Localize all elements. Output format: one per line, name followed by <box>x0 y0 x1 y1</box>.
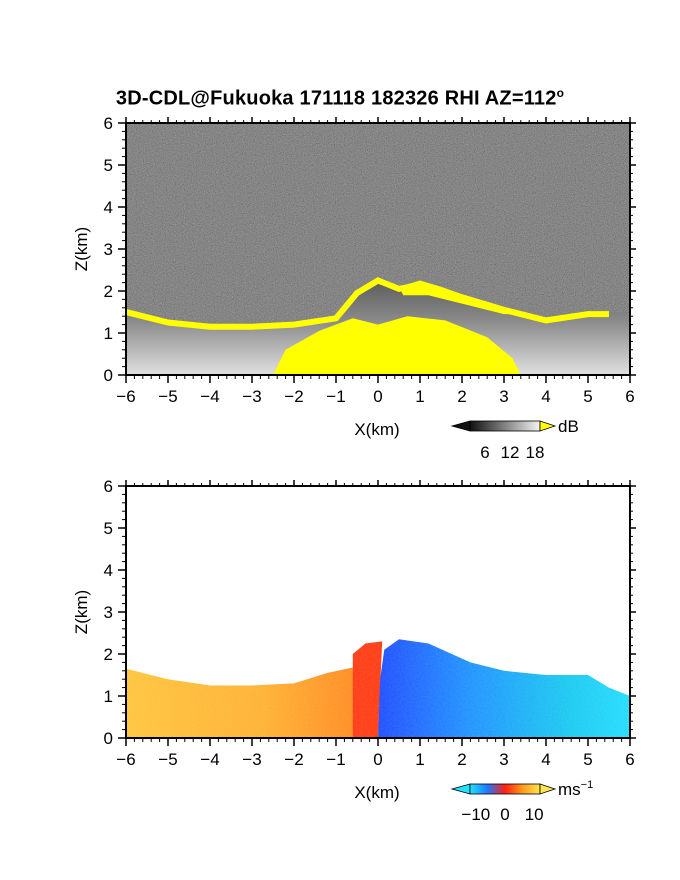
y-tick-label: 2 <box>104 282 113 301</box>
x-tick-label: −3 <box>242 750 261 769</box>
x-tick-label: 0 <box>373 750 382 769</box>
x-tick-label: 6 <box>625 387 634 406</box>
y-tick-label: 0 <box>104 366 113 385</box>
echo-saturated-core <box>273 316 521 375</box>
x-tick-label: −6 <box>116 387 135 406</box>
x-tick-label: 1 <box>415 750 424 769</box>
y-tick-label: 1 <box>104 324 113 343</box>
x-tick-label: 4 <box>541 750 550 769</box>
colorbar-tick-label: 10 <box>525 805 544 824</box>
x-axis-label: X(km) <box>354 420 399 439</box>
title-degree: o <box>556 86 565 100</box>
snr-colorbar: 6 12 18 dB <box>450 417 579 462</box>
y-tick-label: 4 <box>104 561 113 580</box>
x-tick-label: 3 <box>499 387 508 406</box>
colorbar-tick-label: 6 <box>480 443 489 462</box>
y-tick-label: 0 <box>104 729 113 748</box>
colorbar-tick-label: 12 <box>501 443 520 462</box>
x-tick-label: −1 <box>326 750 345 769</box>
colorbar-over-arrow <box>539 783 557 795</box>
velocity-speckle <box>126 486 630 738</box>
x-tick-label: 4 <box>541 387 550 406</box>
x-tick-label: 2 <box>457 750 466 769</box>
colorbar-tick-label: 18 <box>526 443 545 462</box>
colorbar-over-arrow <box>539 420 557 432</box>
x-tick-label: −6 <box>116 750 135 769</box>
echo-saturated-plume <box>399 280 530 315</box>
x-tick-label: 0 <box>373 387 382 406</box>
x-tick-label: −1 <box>326 387 345 406</box>
y-tick-label: 5 <box>104 156 113 175</box>
x-tick-label: −3 <box>242 387 261 406</box>
y-axis-label: Z(km) <box>72 590 91 634</box>
title-text: 3D-CDL@Fukuoka 171118 182326 RHI AZ=112 <box>115 87 557 110</box>
figure-title: 3D-CDL@Fukuoka 171118 182326 RHI AZ=112o <box>0 86 680 111</box>
y-tick-label: 4 <box>104 198 113 217</box>
x-tick-label: 5 <box>583 750 592 769</box>
echo-top-saturated-edge <box>126 277 609 330</box>
y-tick-label: 6 <box>104 477 113 496</box>
x-tick-label: 5 <box>583 387 592 406</box>
colorbar-unit-base: ms <box>558 780 581 799</box>
y-tick-label: 3 <box>104 240 113 259</box>
colorbar-unit: ms−1 <box>558 779 593 799</box>
snr-panel: −6 −5 −4 −3 −2 −1 0 1 2 3 4 5 6 0 1 2 3 4 5 6 X(km) Z(km) <box>72 114 636 439</box>
y-tick-label: 5 <box>104 519 113 538</box>
colorbar-under-arrow <box>450 420 471 432</box>
colorbar-tick-label: −10 <box>461 805 490 824</box>
x-tick-label: −4 <box>200 750 219 769</box>
y-tick-label: 3 <box>104 603 113 622</box>
x-tick-label: −5 <box>158 387 177 406</box>
x-tick-label: −5 <box>158 750 177 769</box>
x-tick-label: 2 <box>457 387 466 406</box>
colorbar-unit-sup: −1 <box>581 779 594 791</box>
y-tick-label: 6 <box>104 114 113 133</box>
colorbar-velocity-bar <box>469 783 541 795</box>
x-tick-label: 6 <box>625 750 634 769</box>
y-tick-label: 1 <box>104 687 113 706</box>
colorbar-under-arrow <box>450 783 471 795</box>
x-tick-label: 3 <box>499 750 508 769</box>
velocity-colorbar: −10 0 10 ms−1 <box>450 779 593 824</box>
velocity-panel: −6 −5 −4 −3 −2 −1 0 1 2 3 4 5 6 0 1 2 3 4 5 6 X(km) Z(km) <box>72 477 636 802</box>
x-tick-label: −4 <box>200 387 219 406</box>
x-tick-label: −2 <box>284 750 303 769</box>
colorbar-tick-label: 0 <box>500 805 509 824</box>
colorbar-unit: dB <box>558 417 579 436</box>
x-axis-label: X(km) <box>354 783 399 802</box>
x-tick-label: −2 <box>284 387 303 406</box>
x-tick-label: 1 <box>415 387 424 406</box>
y-tick-label: 2 <box>104 645 113 664</box>
y-axis-label: Z(km) <box>72 227 91 271</box>
colorbar-gray-bar <box>469 420 541 432</box>
